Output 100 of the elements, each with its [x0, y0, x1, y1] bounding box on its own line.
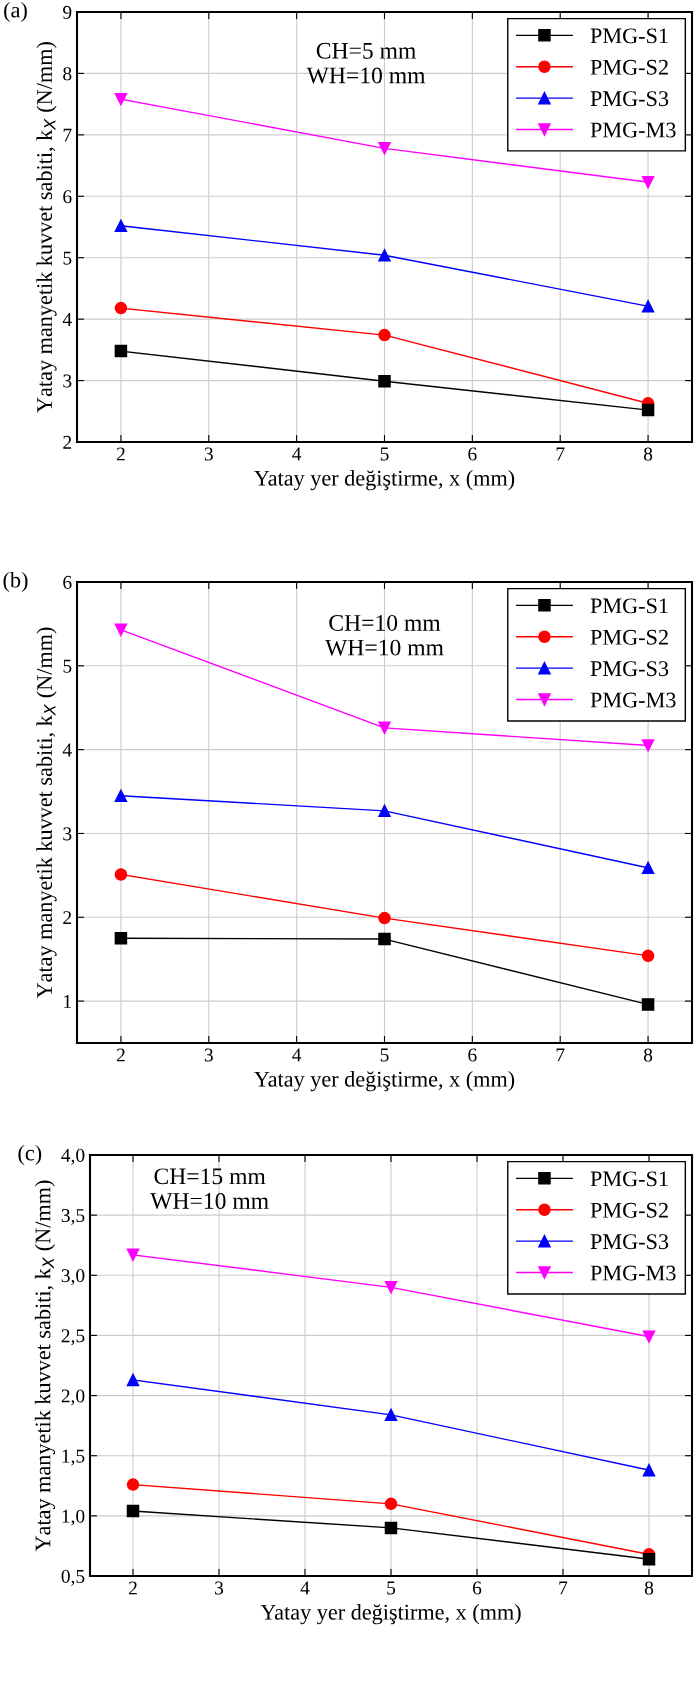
x-tick-label: 8 — [643, 447, 653, 461]
x-tick-label: 4 — [300, 1581, 310, 1595]
point — [384, 1281, 398, 1294]
y-tick-label: 9 — [63, 5, 72, 19]
y-tick-label: 4,0 — [61, 1148, 85, 1165]
y-tick-label: 4 — [62, 313, 72, 326]
y-tick-label: 2,5 — [61, 1329, 85, 1346]
x-tick-label: 8 — [644, 1581, 654, 1595]
point — [641, 403, 655, 417]
point — [114, 219, 128, 233]
y-tick-label: 0,5 — [61, 1569, 85, 1586]
point — [642, 1463, 656, 1477]
legend-label: PMG-S1 — [590, 28, 668, 44]
x-tick-label: 5 — [380, 1048, 389, 1062]
x-tick-label: 8 — [643, 1048, 653, 1062]
point — [378, 374, 391, 388]
point — [378, 932, 391, 946]
x-axis-title: Yatay yer değiştirme, x (mm) — [254, 1071, 515, 1092]
legend-label: PMG-S3 — [590, 91, 669, 107]
x-tick-label: 7 — [556, 1048, 565, 1062]
y-tick-label: 3,0 — [61, 1269, 85, 1286]
point — [641, 299, 655, 313]
point — [126, 1478, 140, 1491]
y-tick-label: 1,0 — [62, 1509, 85, 1526]
x-axis-title: Yatay yer değiştirme, x (mm) — [254, 470, 515, 491]
point — [126, 1248, 140, 1262]
legend-label: PMG-S2 — [590, 59, 668, 75]
legend-label: PMG-S2 — [590, 629, 668, 645]
y-tick-label: 6 — [63, 575, 72, 589]
x-tick-label: 7 — [556, 447, 565, 461]
legend-label: PMG-S3 — [590, 661, 669, 677]
x-tick-label: 2 — [116, 1048, 125, 1062]
x-axis-title: Yatay yer değiştirme, x (mm) — [260, 1604, 521, 1625]
x-tick-label: 4 — [292, 1048, 302, 1062]
point — [114, 868, 128, 881]
point — [114, 301, 128, 315]
point — [641, 739, 655, 752]
point — [641, 949, 655, 963]
y-axis-title: Yatay manyetik kuvvet sabiti, k$_{X}$ (N/mm) — [36, 42, 57, 413]
point — [641, 175, 655, 189]
legend-label: PMG-S2 — [590, 1202, 668, 1218]
x-tick-label: 4 — [292, 447, 302, 461]
annotation: CH=15 mm WH=10 mm — [150, 1168, 269, 1210]
point — [384, 1408, 398, 1422]
legend-label: PMG-M3 — [590, 692, 676, 708]
x-tick-label: 6 — [468, 1048, 477, 1062]
point — [114, 623, 128, 637]
text: (c) — [18, 1144, 42, 1166]
y-tick-label: 7 — [63, 128, 72, 142]
point — [126, 1373, 140, 1387]
y-tick-label: 2,0 — [61, 1389, 85, 1406]
y-tick-label: 5 — [63, 251, 72, 265]
y-tick-label: 3,5 — [61, 1209, 85, 1225]
point — [642, 1552, 656, 1566]
legend-label: PMG-M3 — [590, 1265, 676, 1281]
text: (b) — [3, 571, 28, 593]
legend-label: PMG-M3 — [590, 122, 676, 138]
x-tick-label: 3 — [204, 1048, 213, 1062]
point — [378, 721, 391, 735]
point — [642, 1330, 656, 1343]
y-tick-label: 8 — [63, 67, 72, 81]
point — [378, 911, 391, 925]
annotation: CH=5 mm WH=10 mm — [306, 42, 426, 84]
y-tick-label: 3 — [63, 827, 72, 841]
point — [126, 1504, 140, 1518]
point — [384, 1497, 398, 1511]
y-axis-title: Yatay manyetik kuvvet sabiti, k$_{X}$ (N/mm) — [36, 627, 57, 999]
point — [641, 861, 655, 875]
x-tick-label: 7 — [559, 1581, 568, 1595]
annotation: CH=10 mm WH=10 mm — [325, 614, 444, 656]
x-tick-label: 6 — [472, 1581, 482, 1595]
legend-label: PMG-S1 — [590, 598, 668, 614]
y-tick-label: 4 — [62, 743, 72, 757]
x-tick-label: 5 — [387, 1581, 396, 1595]
x-tick-label: 3 — [204, 447, 213, 461]
y-tick-label: 1 — [64, 995, 71, 1008]
y-axis-title: Yatay manyetik kuvvet sabiti, k$_{X}$ (N/mm) — [34, 1180, 56, 1552]
legend-label: PMG-S1 — [590, 1171, 668, 1187]
point — [641, 998, 655, 1011]
x-tick-label: 3 — [215, 1581, 224, 1595]
x-tick-label: 2 — [128, 1581, 137, 1595]
y-tick-label: 5 — [63, 659, 72, 673]
point — [378, 804, 391, 818]
point — [378, 328, 391, 342]
text: (a) — [4, 1, 27, 23]
y-tick-label: 2 — [63, 911, 72, 925]
y-tick-label: 6 — [63, 190, 72, 204]
point — [114, 789, 128, 802]
point — [114, 931, 128, 945]
legend-label: PMG-S3 — [590, 1234, 669, 1250]
point — [114, 344, 128, 358]
y-tick-label: 3 — [63, 374, 72, 388]
x-tick-label: 6 — [468, 447, 477, 461]
y-tick-label: 2 — [63, 435, 72, 449]
y-tick-label: 1,5 — [62, 1449, 85, 1466]
x-tick-label: 2 — [116, 447, 125, 461]
point — [384, 1521, 398, 1535]
x-tick-label: 5 — [380, 447, 389, 461]
point — [114, 92, 128, 106]
point — [378, 142, 391, 155]
